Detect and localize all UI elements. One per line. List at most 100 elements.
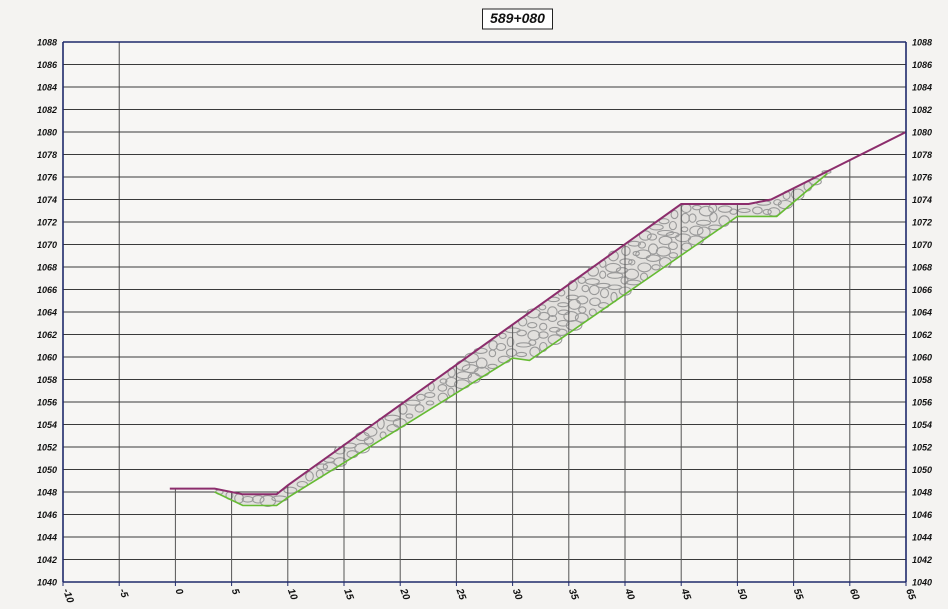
ground-profile-line <box>214 172 828 507</box>
y-tick-label-right: 1086 <box>912 60 933 70</box>
fill-stone <box>475 357 488 369</box>
chart-title: 589+080 <box>490 10 545 26</box>
fill-stone <box>425 400 435 406</box>
fill-stone <box>752 206 763 215</box>
fill-stone <box>599 270 607 279</box>
fill-stone <box>599 288 610 299</box>
fill-stone <box>645 254 661 262</box>
y-tick-label-left: 1070 <box>37 240 57 250</box>
fill-stone <box>405 413 414 419</box>
fill-stone <box>547 334 563 345</box>
x-tick-label: 50 <box>735 587 749 602</box>
fill-region <box>214 171 828 506</box>
fill-stone <box>628 259 636 266</box>
fill-stone <box>627 240 641 247</box>
fill-stone <box>505 348 518 357</box>
y-tick-label-right: 1040 <box>912 578 932 588</box>
fill-stone <box>658 235 673 246</box>
y-tick-label-right: 1058 <box>912 375 932 385</box>
design-profile-line <box>169 131 907 496</box>
y-tick-label-right: 1066 <box>912 285 933 295</box>
y-tick-label-left: 1048 <box>37 488 57 498</box>
chart-title-box <box>482 8 553 30</box>
y-tick-label-right: 1082 <box>912 105 932 115</box>
fill-stone <box>655 246 671 257</box>
y-tick-label-left: 1060 <box>37 353 57 363</box>
fill-stone <box>334 446 346 455</box>
y-tick-label-right: 1050 <box>912 465 932 475</box>
y-tick-label-right: 1056 <box>912 398 933 408</box>
axes-layer <box>62 41 907 586</box>
fill-stone <box>808 178 822 186</box>
fill-stone <box>516 329 527 337</box>
x-tick-label: 15 <box>341 587 355 602</box>
y-tick-label-right: 1068 <box>912 263 932 273</box>
fill-stone <box>437 384 448 392</box>
fill-stone <box>305 471 314 482</box>
y-tick-label-left: 1044 <box>37 533 57 543</box>
y-tick-label-left: 1042 <box>37 555 57 565</box>
series-layer <box>169 131 907 507</box>
fill-stone <box>637 262 652 273</box>
fill-stone <box>241 495 254 503</box>
x-tick-label: 10 <box>285 587 299 602</box>
x-tick-label: 30 <box>510 587 524 602</box>
y-tick-label-right: 1078 <box>912 150 932 160</box>
y-tick-label-right: 1042 <box>912 555 932 565</box>
fill-stone <box>461 364 479 374</box>
fill-stone <box>737 207 751 214</box>
y-tick-label-left: 1088 <box>37 38 57 48</box>
y-tick-label-right: 1080 <box>912 128 932 138</box>
fill-stone <box>539 322 548 331</box>
y-tick-label-left: 1068 <box>37 263 57 273</box>
fill-stone <box>416 393 426 401</box>
fill-stone <box>589 297 601 307</box>
x-tick-label: 65 <box>903 587 917 602</box>
y-tick-label-left: 1084 <box>37 83 57 93</box>
y-tick-label-left: 1080 <box>37 128 57 138</box>
y-tick-label-right: 1054 <box>912 420 932 430</box>
fill-stone <box>773 199 782 206</box>
fill-stone <box>621 245 631 256</box>
y-tick-label-left: 1076 <box>37 173 58 183</box>
fill-stone <box>363 436 374 445</box>
fill-stone <box>698 205 714 217</box>
fill-stone <box>296 480 309 488</box>
x-tick-label: 25 <box>453 586 468 602</box>
fill-stone <box>398 403 408 415</box>
y-tick-label-left: 1074 <box>37 195 57 205</box>
y-tick-label-left: 1072 <box>37 218 57 228</box>
fill-stone <box>527 322 538 329</box>
x-tick-label: -5 <box>116 587 130 600</box>
fill-stone <box>762 208 772 215</box>
fill-stone <box>515 351 528 358</box>
y-tick-label-left: 1082 <box>37 105 57 115</box>
fill-stone <box>414 404 425 413</box>
fill-stone <box>584 278 600 286</box>
fill-stone <box>439 378 448 384</box>
y-tick-label-right: 1046 <box>912 510 933 520</box>
y-tick-label-left: 1046 <box>37 510 58 520</box>
y-tick-label-right: 1070 <box>912 240 932 250</box>
fill-stone <box>424 392 436 398</box>
fill-stone <box>498 332 507 340</box>
y-tick-label-left: 1056 <box>37 398 58 408</box>
y-tick-label-left: 1078 <box>37 150 57 160</box>
fill-stone <box>527 329 541 341</box>
fill-stone <box>405 399 421 406</box>
fill-stone <box>487 363 498 370</box>
y-tick-label-right: 1062 <box>912 330 932 340</box>
fill-stone <box>696 226 711 238</box>
fill-stone <box>354 442 370 454</box>
fill-stone <box>635 249 652 260</box>
fill-stone <box>251 495 265 504</box>
y-tick-label-left: 1066 <box>37 285 58 295</box>
fill-stone <box>658 218 670 225</box>
fill-stone <box>689 225 704 236</box>
fill-stone <box>695 219 712 226</box>
x-tick-label: 20 <box>397 586 412 602</box>
y-tick-label-left: 1062 <box>37 330 57 340</box>
